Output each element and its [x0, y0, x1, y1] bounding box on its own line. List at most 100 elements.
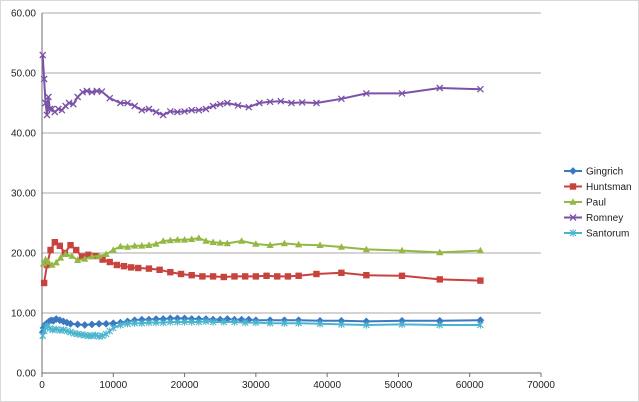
data-point — [98, 88, 106, 96]
data-point — [209, 238, 217, 245]
y-tick-label: 40.00 — [11, 129, 36, 140]
data-point — [131, 319, 139, 327]
data-point — [280, 319, 288, 327]
data-point — [83, 87, 91, 95]
data-point — [252, 273, 260, 280]
y-tick-label: 50.00 — [11, 69, 36, 80]
x-tick-label: 0 — [39, 380, 45, 391]
data-point — [241, 319, 249, 327]
data-point — [245, 103, 253, 111]
data-point — [288, 99, 295, 107]
data-point — [363, 272, 370, 279]
data-point — [398, 246, 406, 254]
legend-marker — [569, 198, 577, 205]
data-point — [209, 273, 217, 280]
data-point — [234, 101, 242, 109]
data-point — [47, 246, 54, 254]
data-point — [188, 235, 196, 242]
data-point — [61, 250, 70, 257]
data-point — [85, 251, 92, 258]
data-point — [436, 321, 444, 329]
data-point — [284, 273, 292, 280]
data-point — [436, 248, 444, 256]
data-point — [220, 273, 227, 281]
data-point — [123, 243, 132, 250]
data-point — [362, 245, 370, 253]
data-point — [181, 107, 189, 115]
data-point — [117, 321, 124, 329]
legend-label: Gingrich — [586, 167, 623, 178]
data-point — [295, 272, 302, 279]
data-point — [266, 241, 274, 248]
legend-label: Paul — [586, 198, 606, 209]
data-point — [69, 100, 77, 108]
data-point — [362, 321, 370, 329]
data-point — [223, 239, 231, 247]
data-point — [102, 250, 110, 257]
series-paul — [39, 234, 485, 268]
axes: 0.00 10.00 20.00 30.00 40.00 50.00 60.00 0 10000… — [11, 9, 555, 392]
legend-label: Romney — [586, 213, 623, 224]
data-point — [266, 319, 274, 327]
data-point — [238, 237, 246, 244]
x-tick-label: 10000 — [99, 380, 127, 391]
data-point — [124, 320, 131, 328]
data-point — [202, 237, 210, 244]
data-point — [216, 315, 225, 324]
data-point — [145, 265, 153, 272]
data-point — [131, 242, 139, 249]
data-point — [120, 263, 128, 270]
data-point — [195, 234, 203, 241]
data-point — [338, 320, 345, 328]
data-point — [216, 239, 224, 246]
data-point — [398, 320, 406, 328]
data-point — [263, 272, 270, 279]
data-point — [116, 242, 125, 250]
data-point — [152, 319, 160, 327]
data-point — [42, 99, 50, 107]
data-point — [477, 321, 484, 329]
y-tick-label: 0.00 — [17, 369, 37, 380]
data-point — [113, 261, 121, 269]
data-point — [220, 318, 228, 326]
data-point — [209, 318, 217, 326]
data-point — [255, 99, 263, 107]
data-point — [95, 252, 103, 259]
data-point — [202, 105, 210, 113]
data-point — [195, 106, 203, 114]
data-point — [78, 253, 86, 260]
data-point — [436, 84, 444, 92]
legend-item-gingrich: Gingrich — [564, 167, 623, 178]
data-point — [159, 237, 167, 244]
y-tick-label: 20.00 — [11, 249, 36, 260]
data-point — [398, 89, 406, 97]
legend-item-santorum: Santorum — [564, 229, 629, 240]
legend-item-huntsman: Huntsman — [564, 182, 632, 193]
data-point — [274, 273, 281, 280]
y-tick-label: 60.00 — [11, 9, 36, 20]
gridlines — [42, 12, 541, 314]
data-point — [216, 100, 224, 108]
data-point — [188, 106, 196, 114]
data-point — [223, 99, 231, 107]
data-point — [156, 266, 163, 273]
data-point — [99, 256, 106, 263]
data-point — [195, 318, 203, 326]
data-point — [152, 240, 160, 247]
data-point — [131, 102, 139, 110]
y-tick-label: 10.00 — [11, 309, 36, 320]
data-point — [152, 108, 160, 116]
data-point — [188, 318, 196, 326]
data-point — [181, 318, 188, 326]
data-point — [202, 317, 210, 325]
data-point — [138, 106, 146, 114]
legend-item-romney: Romney — [564, 213, 623, 224]
legend-label: Huntsman — [586, 182, 632, 193]
data-point — [48, 261, 56, 268]
data-point — [159, 111, 167, 119]
data-point — [116, 99, 124, 107]
data-point — [95, 319, 103, 328]
series-santorum — [39, 317, 484, 340]
data-point — [138, 319, 146, 327]
data-point — [167, 269, 174, 276]
